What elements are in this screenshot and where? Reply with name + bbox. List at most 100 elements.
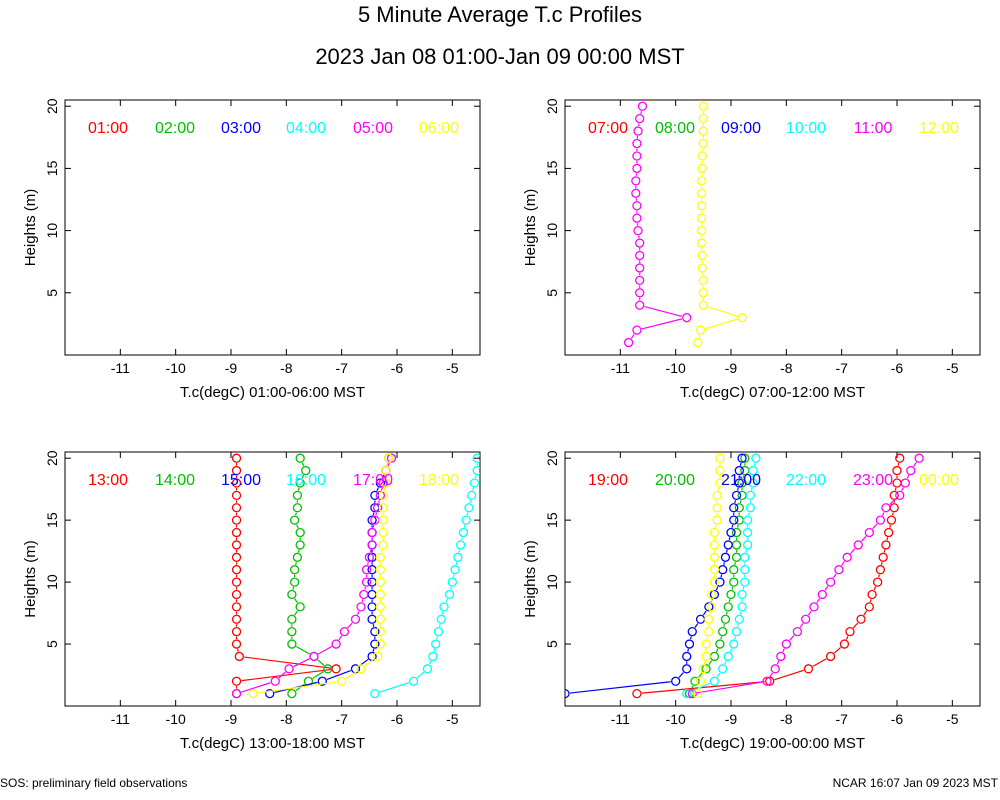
series-segment	[458, 549, 461, 553]
data-point	[287, 589, 297, 600]
data-point	[433, 627, 444, 637]
data-point	[361, 565, 372, 575]
series-segment	[841, 561, 845, 566]
data-point	[706, 589, 717, 600]
data-point	[378, 490, 388, 501]
data-point	[350, 614, 361, 624]
data-point	[381, 465, 391, 476]
data-point	[295, 478, 305, 488]
series-segment	[889, 498, 897, 505]
data-point	[428, 651, 438, 662]
legend-label: 14:00	[155, 472, 195, 489]
series-segment	[897, 462, 900, 466]
series-segment	[728, 599, 731, 603]
series-segment	[698, 685, 701, 689]
data-point	[720, 614, 731, 624]
data-point	[697, 238, 707, 248]
y-tick-label: 5	[544, 289, 560, 297]
series-segment	[891, 512, 894, 516]
data-point	[635, 250, 645, 261]
series-segment	[723, 562, 725, 565]
series-1200	[693, 101, 747, 348]
x-tick-label: -8	[780, 360, 793, 376]
data-point	[697, 176, 707, 186]
data-point	[375, 602, 386, 612]
data-point	[715, 478, 725, 488]
data-point	[701, 651, 711, 662]
data-point	[792, 627, 803, 637]
data-point	[881, 540, 891, 550]
series-segment	[769, 672, 773, 678]
data-point	[709, 527, 720, 538]
plot-area	[565, 453, 924, 699]
legend-label: 17:00	[353, 472, 393, 489]
data-point	[748, 478, 758, 488]
data-point	[284, 664, 294, 674]
series-segment	[789, 634, 795, 641]
series-segment	[687, 648, 689, 652]
series-segment	[745, 549, 748, 553]
plot-frame	[64, 99, 481, 356]
series-segment	[241, 668, 332, 682]
data-point	[287, 639, 297, 649]
series-segment	[863, 610, 868, 616]
data-point	[878, 552, 888, 562]
series-segment	[894, 487, 897, 491]
data-point	[450, 565, 460, 575]
plot-frame	[64, 451, 481, 707]
data-point	[709, 540, 720, 550]
data-point	[697, 225, 707, 236]
data-point	[287, 614, 297, 624]
data-point	[740, 565, 750, 575]
series-segment	[690, 685, 694, 690]
series-1600	[370, 453, 480, 699]
x-tick-label: -11	[111, 360, 130, 376]
data-point	[687, 627, 697, 637]
x-tick-label: -7	[335, 360, 348, 376]
data-point	[375, 577, 386, 587]
series-segment	[640, 110, 642, 114]
legend-label: 08:00	[655, 120, 695, 137]
series-segment	[294, 610, 298, 616]
legend-label: 04:00	[286, 120, 326, 137]
data-point	[781, 639, 791, 649]
chart-title: 5 Minute Average T.c Profiles	[357, 2, 643, 27]
y-tick-label: 20	[44, 98, 60, 114]
series-segment	[466, 512, 469, 516]
data-point	[378, 527, 388, 538]
legend-label: 00:00	[919, 472, 959, 489]
chart-subtitle: 2023 Jan 08 01:00-Jan 09 00:00 MST	[315, 44, 685, 69]
data-point	[740, 552, 750, 562]
data-point	[231, 688, 242, 699]
series-segment	[734, 500, 737, 504]
series-segment	[433, 648, 436, 652]
data-point	[292, 503, 303, 513]
data-point	[623, 337, 634, 348]
x-tick-label: -7	[835, 360, 848, 376]
series-segment	[386, 462, 389, 466]
series-segment	[372, 624, 375, 627]
data-point	[701, 639, 711, 649]
data-point	[737, 602, 747, 612]
data-point	[695, 325, 706, 335]
data-point	[770, 664, 780, 674]
data-point	[864, 527, 874, 538]
data-point	[370, 639, 380, 649]
data-point	[375, 490, 386, 501]
data-point	[718, 627, 728, 637]
data-point	[231, 503, 242, 513]
series-segment	[379, 682, 410, 693]
data-point	[331, 664, 341, 674]
series-segment	[712, 586, 714, 590]
data-point	[726, 589, 736, 600]
series-segment	[714, 524, 717, 528]
footer-note: SOS: preliminary field observations	[0, 776, 188, 790]
series-segment	[301, 462, 305, 467]
data-point	[737, 478, 747, 488]
y-tick-label: 5	[44, 640, 60, 648]
data-point	[265, 688, 275, 699]
series-segment	[317, 659, 325, 666]
x-tick-label: -6	[891, 711, 904, 727]
data-point	[367, 540, 377, 550]
legend-label: 15:00	[221, 472, 261, 489]
